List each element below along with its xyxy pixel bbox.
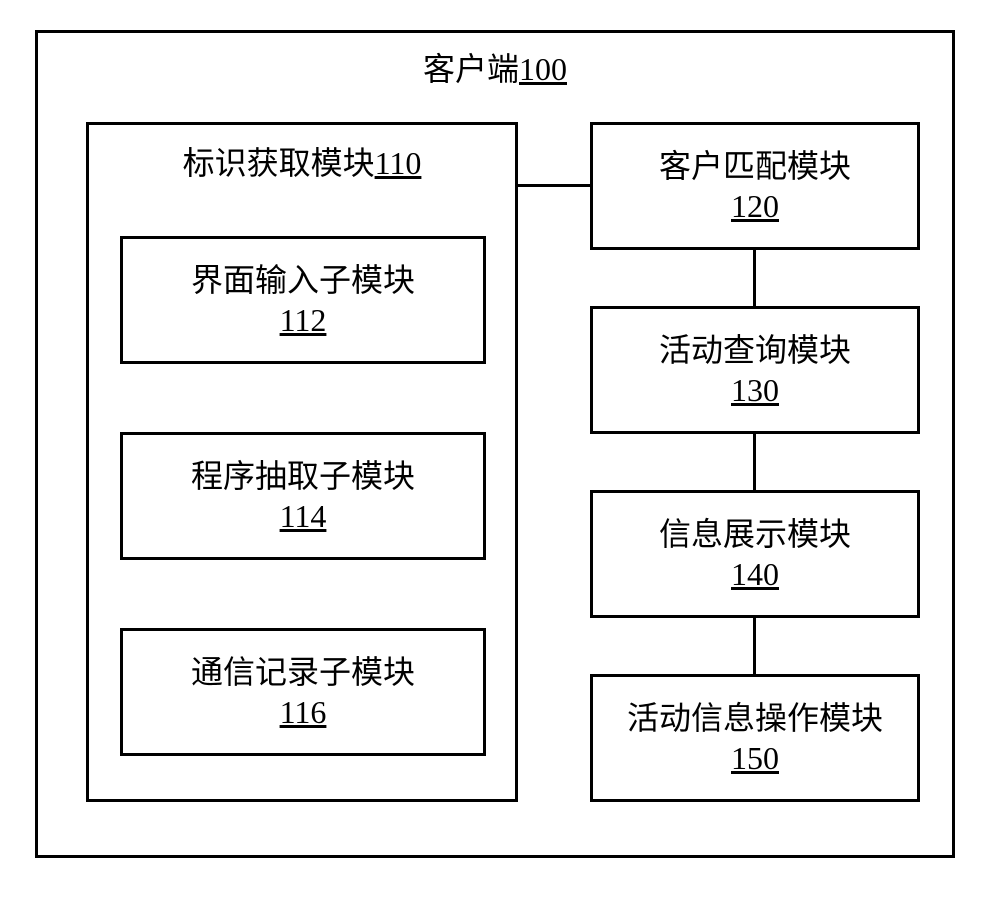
submodule-title: 通信记录子模块 116 [123, 652, 483, 732]
connector-line [518, 184, 590, 187]
right-module-box-150: 活动信息操作模块 150 [590, 674, 920, 802]
submodule-label: 界面输入子模块 [123, 260, 483, 300]
outer-label: 客户端 [423, 51, 519, 87]
right-module-label: 客户匹配模块 [593, 146, 917, 186]
right-module-ref: 140 [731, 554, 779, 594]
right-module-box-120: 客户匹配模块 120 [590, 122, 920, 250]
right-module-title: 活动信息操作模块 150 [593, 698, 917, 778]
submodule-label: 程序抽取子模块 [123, 456, 483, 496]
submodule-title: 界面输入子模块 112 [123, 260, 483, 340]
left-ref: 110 [375, 143, 422, 183]
right-module-box-140: 信息展示模块 140 [590, 490, 920, 618]
connector-line [753, 250, 756, 306]
outer-container-title: 客户端100 [38, 49, 952, 89]
left-module-title: 标识获取模块110 [89, 143, 515, 183]
connector-line [753, 434, 756, 490]
left-label: 标识获取模块 [183, 145, 375, 181]
submodule-box-114: 程序抽取子模块 114 [120, 432, 486, 560]
right-module-label: 活动信息操作模块 [593, 698, 917, 738]
submodule-title: 程序抽取子模块 114 [123, 456, 483, 536]
outer-ref: 100 [519, 49, 567, 89]
right-module-label: 活动查询模块 [593, 330, 917, 370]
right-module-ref: 150 [731, 738, 779, 778]
right-module-label: 信息展示模块 [593, 514, 917, 554]
right-module-title: 客户匹配模块 120 [593, 146, 917, 226]
submodule-ref: 112 [280, 300, 327, 340]
right-module-title: 信息展示模块 140 [593, 514, 917, 594]
submodule-box-112: 界面输入子模块 112 [120, 236, 486, 364]
submodule-label: 通信记录子模块 [123, 652, 483, 692]
connector-line [753, 618, 756, 674]
submodule-ref: 114 [280, 496, 327, 536]
right-module-ref: 120 [731, 186, 779, 226]
right-module-ref: 130 [731, 370, 779, 410]
right-module-box-130: 活动查询模块 130 [590, 306, 920, 434]
submodule-ref: 116 [280, 692, 327, 732]
diagram-canvas: 客户端100 标识获取模块110 界面输入子模块 112 程序抽取子模块 114… [0, 0, 1000, 910]
submodule-box-116: 通信记录子模块 116 [120, 628, 486, 756]
right-module-title: 活动查询模块 130 [593, 330, 917, 410]
